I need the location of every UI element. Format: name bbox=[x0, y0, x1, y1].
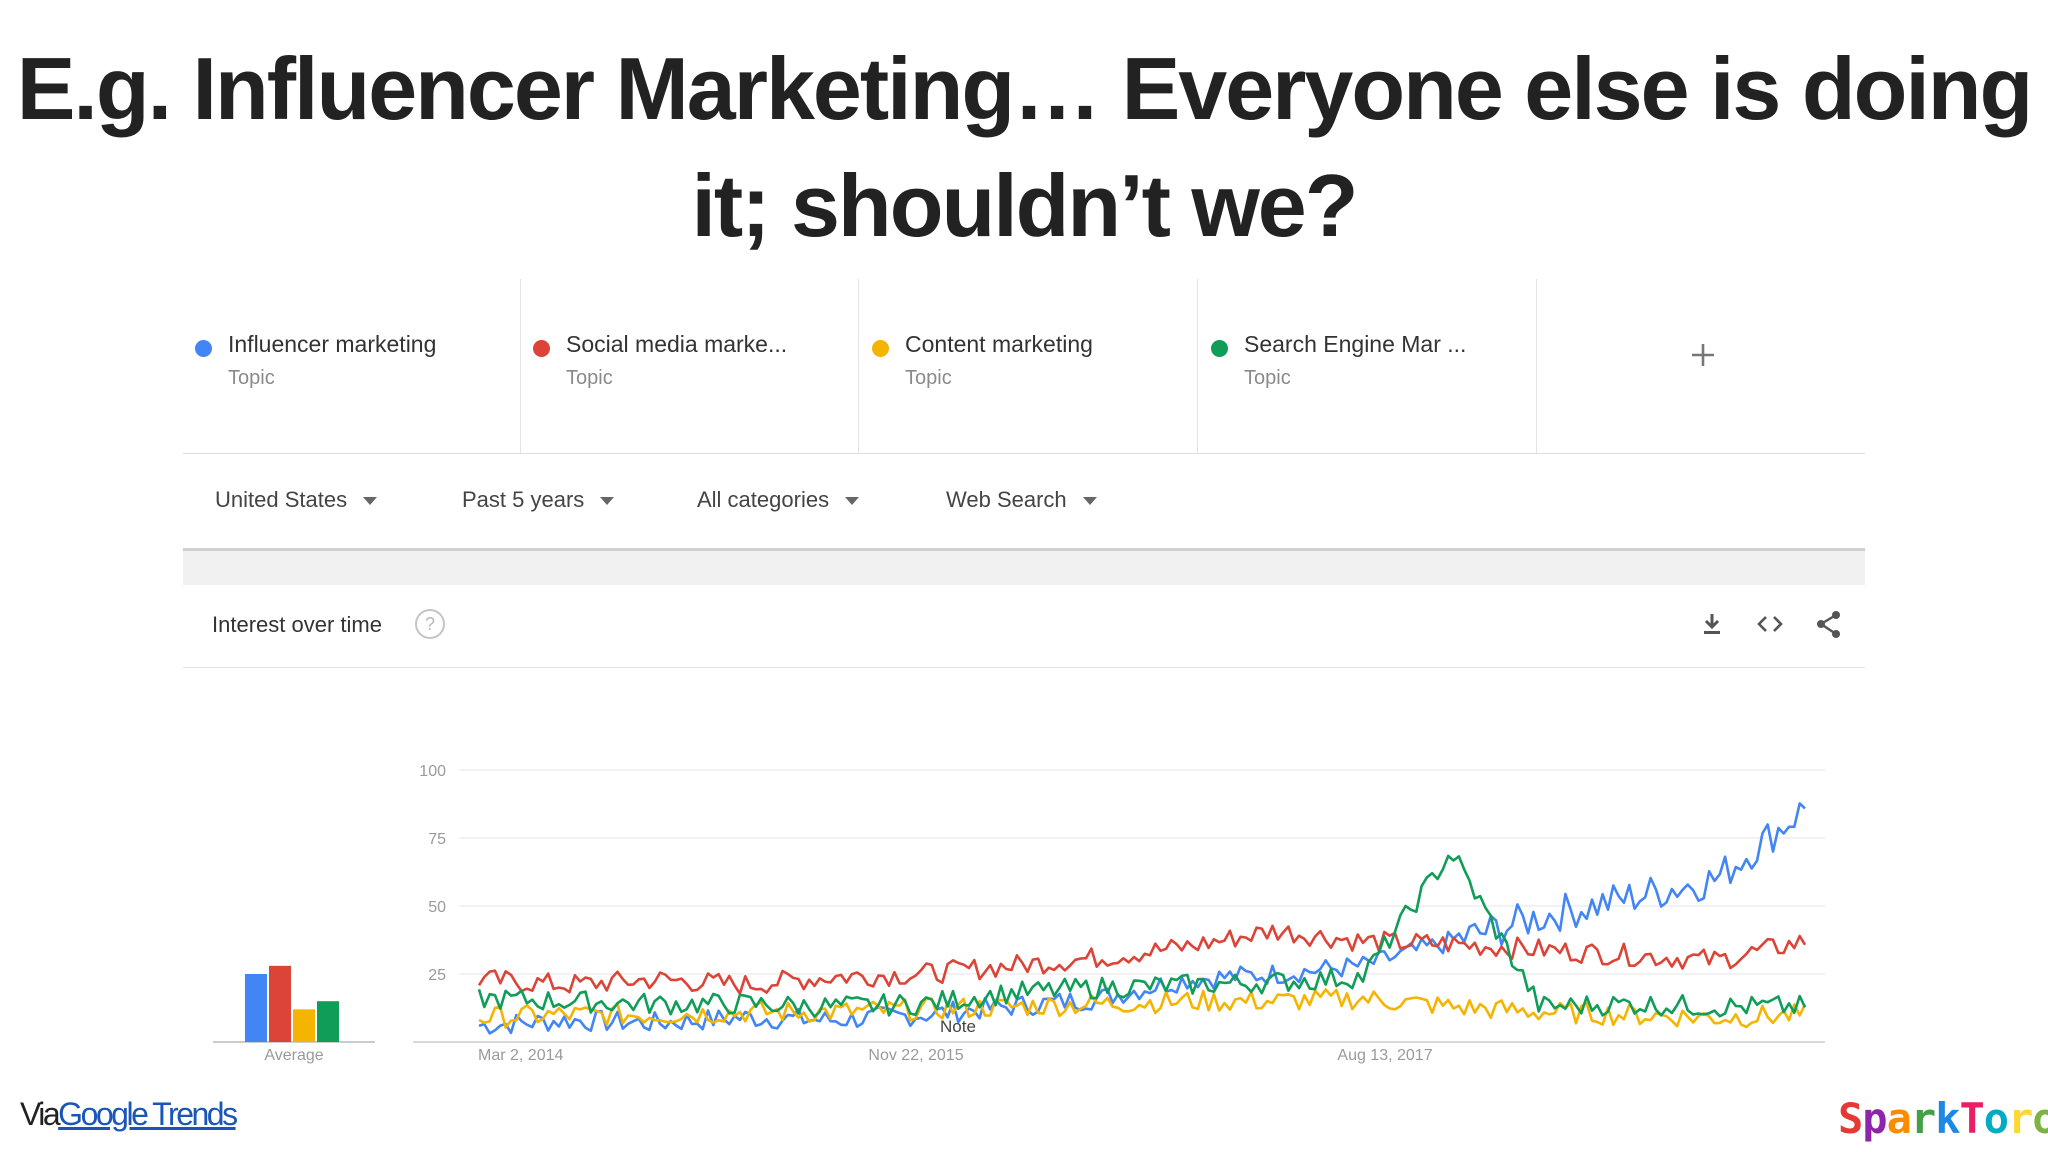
category-dropdown[interactable]: All categories bbox=[697, 487, 860, 513]
search-terms-bar: Influencer marketing Topic Social media … bbox=[183, 279, 1865, 454]
term-card-content[interactable]: Content marketing Topic bbox=[860, 279, 1198, 453]
logo-letter: T bbox=[1959, 1094, 1984, 1143]
slide-title-line2: it; shouldn’t we? bbox=[691, 156, 1358, 255]
embed-icon[interactable] bbox=[1755, 609, 1785, 639]
logo-letter: r bbox=[2008, 1094, 2033, 1143]
logo-letter: o bbox=[1983, 1094, 2009, 1143]
slide-title: E.g. Influencer Marketing… Everyone else… bbox=[0, 30, 2048, 264]
series-color-dot bbox=[533, 340, 550, 357]
source-credit: ViaGoogle Trends bbox=[20, 1096, 238, 1133]
separator-band bbox=[183, 551, 1865, 585]
y-tick-label: 25 bbox=[428, 967, 446, 984]
interest-over-time-chart: Average 100 75 50 25 Mar 2, 2014 Nov 22, 201… bbox=[213, 763, 1825, 1064]
category-label: All categories bbox=[697, 487, 830, 512]
chart-series bbox=[477, 802, 1807, 1035]
term-type: Topic bbox=[1244, 367, 1291, 389]
logo-letter: S bbox=[1838, 1094, 1863, 1143]
logo-letter: k bbox=[1935, 1094, 1960, 1143]
average-label: Average bbox=[264, 1047, 323, 1064]
logo-letter: r bbox=[1910, 1094, 1936, 1143]
share-icon[interactable] bbox=[1814, 609, 1844, 639]
x-tick-label: Nov 22, 2015 bbox=[868, 1047, 963, 1064]
series-color-dot bbox=[872, 340, 889, 357]
average-bar bbox=[245, 974, 267, 1042]
average-bars: Average bbox=[213, 965, 375, 1064]
caret-down-icon bbox=[600, 497, 615, 506]
term-card-influencer[interactable]: Influencer marketing Topic bbox=[183, 279, 521, 453]
plus-icon[interactable] bbox=[1689, 341, 1717, 369]
term-name: Social media marke... bbox=[566, 331, 788, 357]
chart-grid: 100 75 50 25 bbox=[413, 763, 1825, 1043]
time-range-dropdown[interactable]: Past 5 years bbox=[462, 487, 615, 513]
via-text: Via bbox=[20, 1096, 61, 1132]
sparktoro-logo: SparkToro bbox=[1838, 1094, 2048, 1143]
term-type: Topic bbox=[566, 367, 613, 389]
series-line bbox=[477, 924, 1807, 995]
x-tick-label: Aug 13, 2017 bbox=[1337, 1047, 1432, 1064]
region-dropdown[interactable]: United States bbox=[215, 487, 378, 513]
series-color-dot bbox=[195, 340, 212, 357]
y-tick-label: 75 bbox=[428, 831, 446, 848]
interest-over-time-header: Interest over time ? bbox=[183, 585, 1865, 668]
interest-over-time-title: Interest over time bbox=[212, 612, 382, 637]
search-type-dropdown[interactable]: Web Search bbox=[946, 487, 1097, 513]
series-line bbox=[478, 802, 1806, 1035]
logo-letter: p bbox=[1862, 1094, 1887, 1143]
trends-panel: Influencer marketing Topic Social media … bbox=[183, 279, 1865, 1069]
filter-bar: United States Past 5 years All categorie… bbox=[183, 454, 1865, 551]
x-tick-label: Mar 2, 2014 bbox=[478, 1047, 563, 1064]
google-trends-link[interactable]: Google Trends bbox=[58, 1096, 238, 1132]
series-color-dot bbox=[1211, 340, 1228, 357]
download-icon[interactable] bbox=[1697, 609, 1727, 639]
series-line bbox=[477, 854, 1807, 1018]
logo-letter: a bbox=[1886, 1094, 1912, 1143]
average-bar bbox=[317, 1001, 339, 1042]
term-name: Influencer marketing bbox=[228, 331, 437, 357]
search-type-label: Web Search bbox=[946, 487, 1067, 512]
region-label: United States bbox=[215, 487, 348, 512]
logo-letter: o bbox=[2032, 1094, 2048, 1143]
average-bar bbox=[293, 1009, 315, 1042]
term-type: Topic bbox=[228, 367, 275, 389]
time-range-label: Past 5 years bbox=[462, 487, 585, 512]
term-card-social[interactable]: Social media marke... Topic bbox=[521, 279, 859, 453]
slide-title-line1: E.g. Influencer Marketing… Everyone else… bbox=[16, 39, 2034, 138]
help-icon[interactable]: ? bbox=[415, 609, 445, 639]
term-card-seo[interactable]: Search Engine Mar ... Topic bbox=[1199, 279, 1537, 453]
average-bar bbox=[269, 965, 291, 1042]
term-name: Content marketing bbox=[905, 331, 1093, 357]
term-name: Search Engine Mar ... bbox=[1244, 331, 1467, 357]
caret-down-icon bbox=[1082, 497, 1097, 506]
note-annotation: Note bbox=[940, 1017, 976, 1036]
y-tick-label: 50 bbox=[428, 899, 446, 916]
caret-down-icon bbox=[845, 497, 860, 506]
caret-down-icon bbox=[363, 497, 378, 506]
term-type: Topic bbox=[905, 367, 952, 389]
x-axis-labels: Mar 2, 2014 Nov 22, 2015 Aug 13, 2017 Note bbox=[478, 1017, 1433, 1064]
y-tick-label: 100 bbox=[419, 763, 446, 780]
